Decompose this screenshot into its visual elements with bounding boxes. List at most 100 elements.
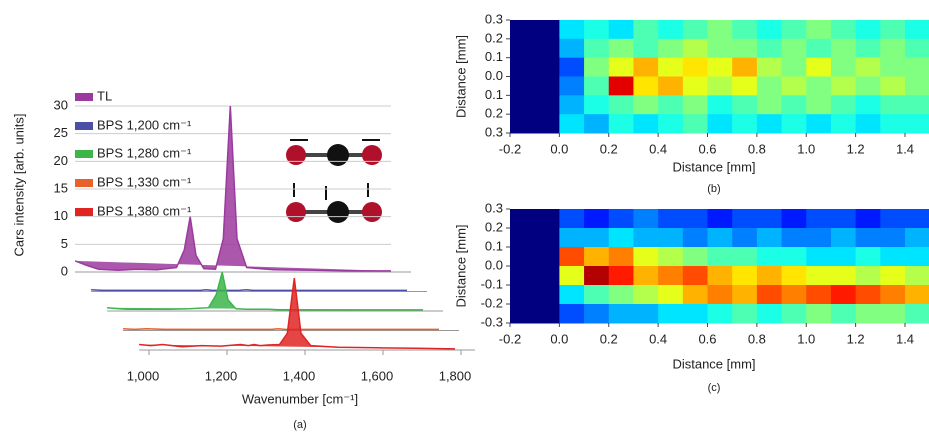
heatmap-cell: [584, 39, 609, 58]
heatmap-cell: [683, 247, 708, 267]
heatmap-cell: [856, 285, 881, 305]
heatmap-cell: [856, 247, 881, 267]
heatmap-cell: [559, 58, 584, 77]
heatmap-cell: [880, 266, 905, 286]
heatmap-cell: [658, 247, 683, 267]
heatmap-cell: [782, 58, 807, 77]
heatmap-cell: [880, 247, 905, 267]
x-tick-label: 0.6: [698, 141, 716, 156]
heatmap-cell: [559, 209, 584, 229]
heatmap-cell: [609, 20, 634, 39]
heatmap-cell: [559, 39, 584, 58]
heatmap-cell: [658, 228, 683, 248]
heatmap-cell: [732, 77, 757, 96]
heatmap-cell: [880, 114, 905, 133]
heatmap-cell: [806, 209, 831, 229]
x-axis-label: Wavenumber [cm⁻¹]: [242, 391, 358, 406]
y-tick-label: 0.1: [485, 49, 503, 64]
heatmap-cell: [782, 228, 807, 248]
heatmap-cell: [584, 266, 609, 286]
x-tick-label: 1.0: [797, 141, 815, 156]
heatmap-cell: [757, 20, 782, 39]
heatmap-cell: [708, 58, 733, 77]
heatmap-cell: [609, 58, 634, 77]
heatmap-cell: [880, 77, 905, 96]
heatmap-cell: [683, 58, 708, 77]
heatmap-cell: [658, 95, 683, 114]
heatmap-cell: [633, 114, 658, 133]
heatmap-cell: [782, 114, 807, 133]
heatmap-cell: [658, 114, 683, 133]
heatmap-cell: [732, 95, 757, 114]
heatmap-cell: [732, 266, 757, 286]
heatmap-cell: [510, 95, 535, 114]
heatmap-cell: [683, 114, 708, 133]
y-tick-label: 5: [61, 236, 68, 251]
heatmap-cell: [905, 266, 929, 286]
x-axis-label: Distance [mm]: [672, 356, 755, 371]
heatmap-cell: [559, 247, 584, 267]
heatmap-cell: [905, 114, 929, 133]
heatmap-cell: [510, 209, 535, 229]
x-tick-label: -0.2: [499, 331, 521, 346]
heatmap-cell: [683, 95, 708, 114]
x-tick-label: 0.2: [600, 331, 618, 346]
heatmap-cell: [831, 77, 856, 96]
heatmap-cell: [658, 39, 683, 58]
heatmap-cell: [584, 114, 609, 133]
heatmap-cell: [584, 77, 609, 96]
heatmap-cell: [831, 20, 856, 39]
heatmap-cell: [609, 247, 634, 267]
heatmap-cell: [782, 285, 807, 305]
heatmap-cell: [905, 95, 929, 114]
x-tick-label: 0.4: [649, 331, 667, 346]
heatmap-cell: [806, 304, 831, 324]
heatmap-cell: [708, 20, 733, 39]
heatmap-cell: [708, 304, 733, 324]
x-tick-label: 1,400: [283, 368, 316, 383]
legend-label: BPS 1,200 cm⁻¹: [97, 117, 192, 132]
heatmap-cell: [757, 39, 782, 58]
heatmap-cell: [683, 77, 708, 96]
legend-label: BPS 1,380 cm⁻¹: [97, 203, 192, 218]
heatmap-cell: [831, 209, 856, 229]
heatmap-cell: [535, 228, 560, 248]
heatmap-cell: [905, 285, 929, 305]
heatmap-cell: [633, 209, 658, 229]
heatmap-cell: [535, 95, 560, 114]
heatmap-cell: [584, 20, 609, 39]
heatmap-cell: [806, 39, 831, 58]
heatmap-cell: [708, 77, 733, 96]
heatmap-cell: [782, 20, 807, 39]
heatmap-cell: [535, 58, 560, 77]
x-tick-label: -0.2: [499, 141, 521, 156]
y-tick-label: 0.3: [485, 124, 503, 139]
x-tick-label: 0.8: [748, 331, 766, 346]
heatmap-cell: [609, 39, 634, 58]
y-tick-label: -0.2: [481, 295, 503, 310]
heatmap-cell: [856, 228, 881, 248]
heatmap-cell: [905, 209, 929, 229]
heatmap-cell: [806, 58, 831, 77]
heatmap-cell: [732, 247, 757, 267]
y-axis-label: Cars intensity [arb. units]: [11, 113, 26, 256]
heatmap-cell: [584, 228, 609, 248]
x-tick-label: 0.0: [550, 141, 568, 156]
heatmap-cell: [831, 266, 856, 286]
x-axis-label: Distance [mm]: [672, 159, 755, 174]
heatmap-cell: [831, 304, 856, 324]
heatmap-cell: [584, 95, 609, 114]
heatmap-cell: [708, 266, 733, 286]
heatmap-cell: [806, 266, 831, 286]
y-tick-label: 20: [54, 153, 68, 168]
heatmap-cell: [584, 304, 609, 324]
y-tick-label: 0.3: [485, 200, 503, 215]
figure: 051015202530TLBPS 1,200 cm⁻¹BPS 1,280 cm…: [0, 0, 929, 437]
heatmap-cell: [806, 247, 831, 267]
heatmap-cell: [732, 114, 757, 133]
heatmap-cell: [782, 209, 807, 229]
heatmap-cell: [559, 114, 584, 133]
heatmap-cell: [609, 209, 634, 229]
heatmap-cell: [880, 58, 905, 77]
atom: [327, 144, 349, 166]
